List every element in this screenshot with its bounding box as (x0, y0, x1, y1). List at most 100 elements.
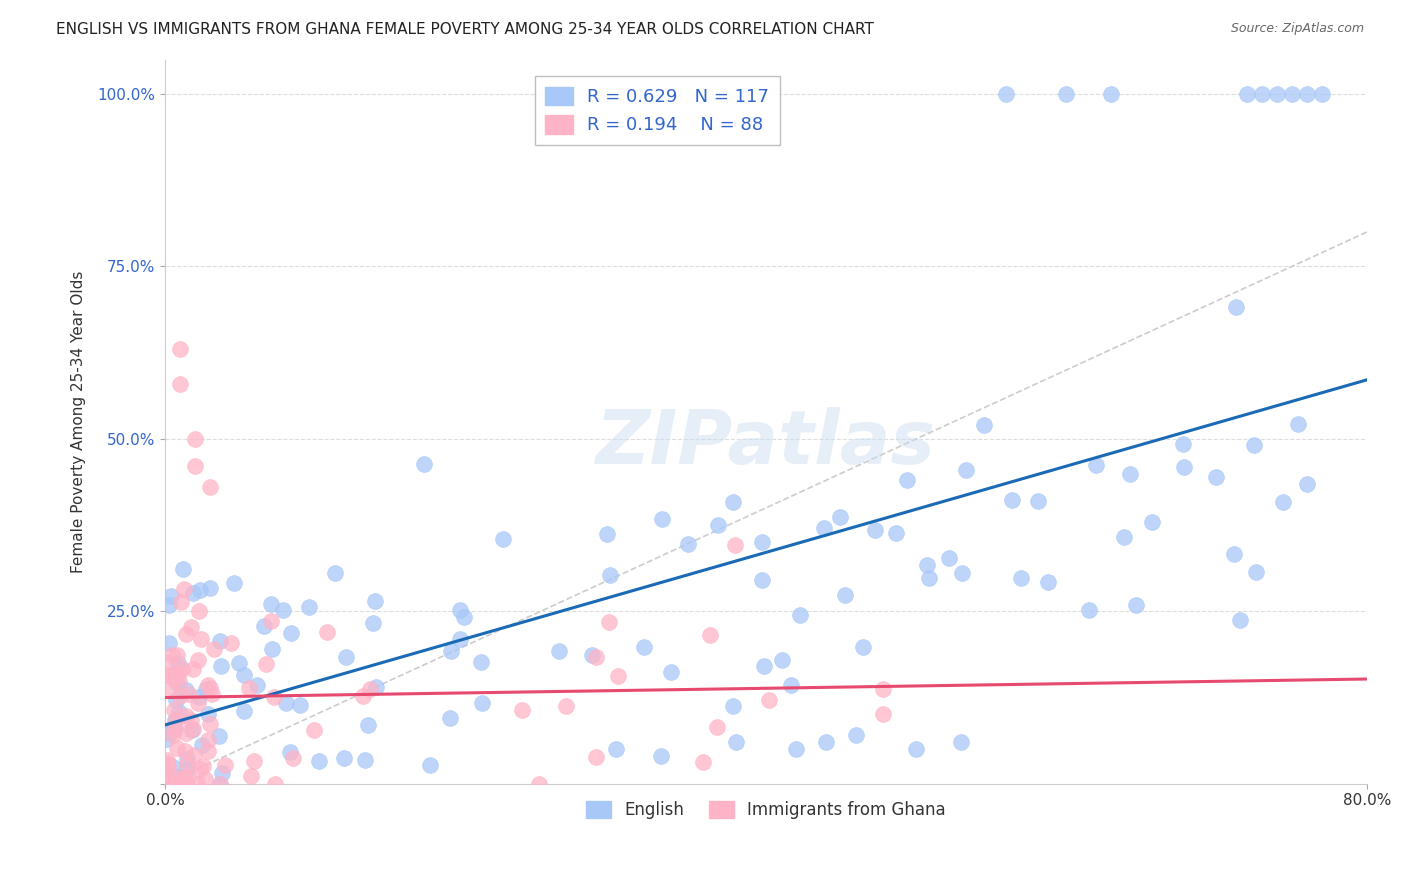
Point (1119, 467, 1142, 481)
Point (162, 667, 184, 681)
Point (174, 777, 197, 791)
Point (599, 567, 621, 582)
Point (1286, 417, 1309, 432)
Point (751, 573, 773, 587)
Point (789, 608, 811, 623)
Point (751, 534, 773, 549)
Point (187, 653, 209, 667)
Point (198, 480, 221, 494)
Point (274, 696, 297, 710)
Text: Source: ZipAtlas.com: Source: ZipAtlas.com (1230, 22, 1364, 36)
Point (918, 570, 941, 584)
Point (243, 754, 266, 768)
Point (1265, 87, 1288, 101)
Point (352, 689, 374, 703)
Point (155, 756, 177, 771)
Point (607, 669, 630, 683)
Point (202, 642, 225, 657)
Point (1244, 566, 1267, 580)
Point (253, 619, 276, 633)
Point (721, 495, 744, 509)
Point (896, 473, 918, 487)
Point (1001, 492, 1024, 507)
Point (156, 731, 179, 746)
Point (815, 735, 838, 749)
Y-axis label: Female Poverty Among 25-34 Year Olds: Female Poverty Among 25-34 Year Olds (72, 270, 86, 573)
Point (209, 659, 232, 673)
Point (828, 510, 851, 524)
Point (412, 457, 434, 471)
Point (214, 758, 236, 772)
Point (813, 521, 835, 535)
Point (585, 649, 607, 664)
Point (246, 678, 269, 692)
Point (166, 648, 188, 662)
Point (194, 772, 217, 786)
Point (174, 709, 197, 723)
Point (706, 719, 728, 733)
Point (169, 376, 191, 391)
Point (785, 742, 807, 756)
Text: ENGLISH VS IMMIGRANTS FROM GHANA FEMALE POVERTY AMONG 25-34 YEAR OLDS CORRELATIO: ENGLISH VS IMMIGRANTS FROM GHANA FEMALE … (56, 22, 875, 37)
Point (181, 723, 204, 737)
Point (188, 604, 211, 618)
Point (208, 634, 231, 648)
Point (190, 739, 212, 753)
Point (209, 777, 232, 791)
Point (1085, 458, 1108, 472)
Point (780, 677, 803, 691)
Point (529, 777, 551, 791)
Point (1112, 530, 1135, 544)
Point (1295, 87, 1317, 101)
Point (302, 723, 325, 737)
Point (166, 741, 188, 756)
Point (1229, 613, 1251, 627)
Point (1173, 460, 1195, 475)
Point (973, 417, 995, 432)
Point (361, 616, 384, 631)
Point (157, 598, 180, 612)
Point (177, 770, 200, 784)
Point (316, 624, 339, 639)
Point (1099, 87, 1122, 101)
Point (1205, 470, 1227, 484)
Point (356, 718, 378, 732)
Point (197, 706, 219, 721)
Point (1223, 547, 1246, 561)
Point (156, 760, 179, 774)
Point (332, 751, 354, 765)
Point (1225, 300, 1247, 314)
Point (180, 619, 202, 633)
Point (325, 566, 347, 581)
Point (605, 742, 627, 756)
Point (184, 459, 207, 474)
Text: ZIPatlas: ZIPatlas (596, 407, 936, 480)
Point (834, 588, 856, 602)
Point (492, 533, 515, 547)
Point (845, 729, 868, 743)
Point (283, 750, 305, 764)
Point (995, 87, 1018, 101)
Point (1250, 87, 1272, 101)
Point (865, 524, 887, 538)
Point (439, 711, 461, 725)
Point (193, 759, 215, 773)
Point (173, 582, 195, 596)
Point (188, 690, 211, 705)
Point (198, 681, 221, 695)
Point (950, 735, 973, 749)
Point (162, 728, 184, 742)
Point (163, 673, 186, 687)
Point (555, 698, 578, 713)
Point (201, 688, 224, 702)
Point (186, 777, 208, 791)
Point (159, 681, 181, 696)
Point (852, 640, 875, 654)
Point (174, 627, 197, 641)
Point (163, 769, 186, 783)
Point (166, 776, 188, 790)
Point (224, 576, 246, 591)
Point (156, 655, 179, 669)
Point (650, 749, 672, 764)
Point (157, 777, 180, 791)
